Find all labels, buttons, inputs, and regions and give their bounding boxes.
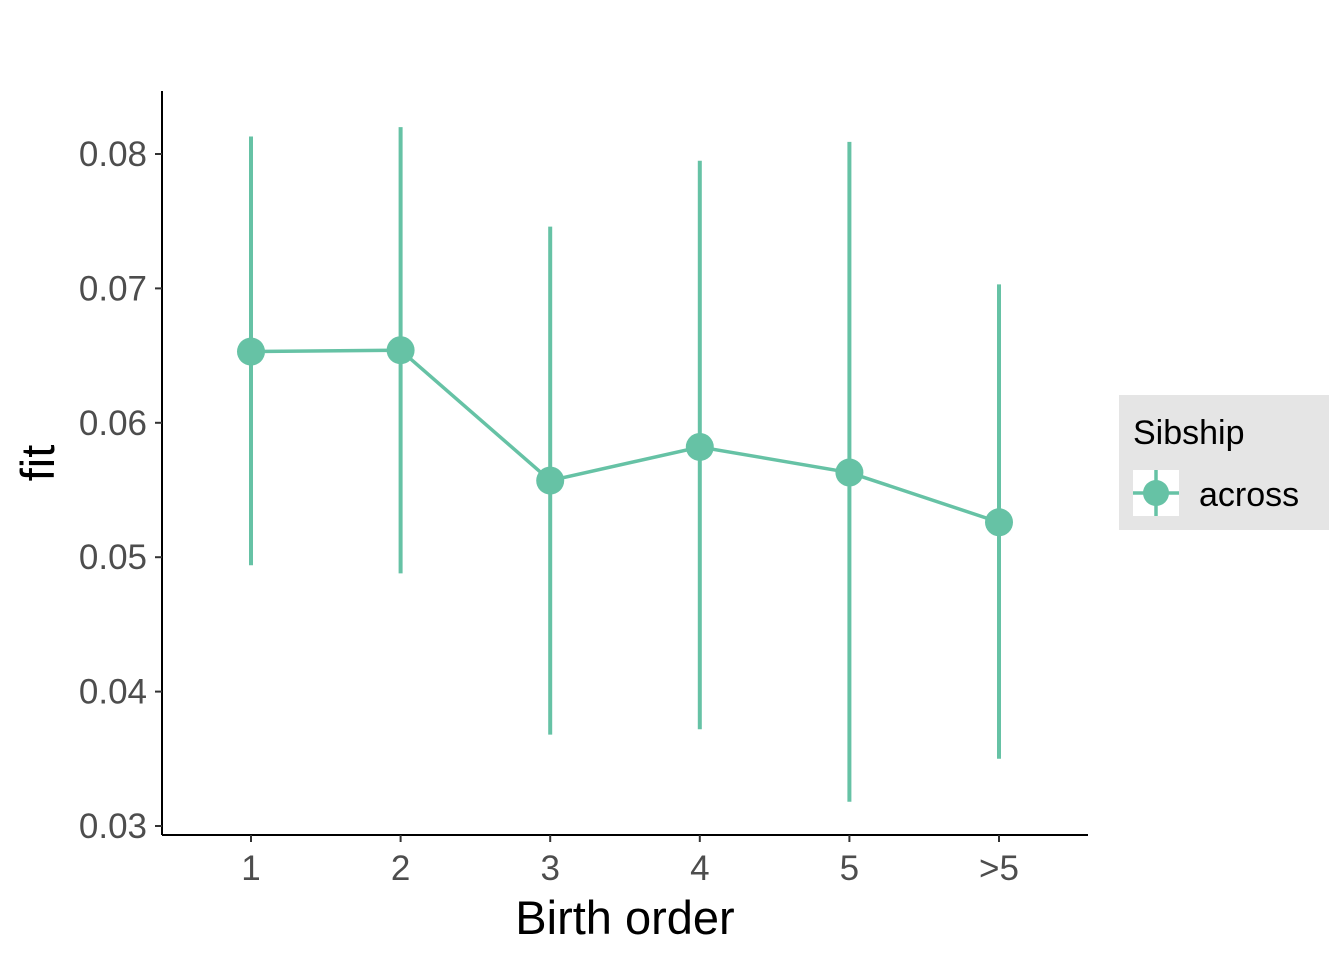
x-tick-label: 2 (391, 849, 410, 888)
x-tick-label: 4 (690, 849, 709, 888)
data-point (386, 336, 415, 365)
x-tick-label: 3 (540, 849, 559, 888)
x-axis-ticks: 1 2 3 4 5 >5 (241, 835, 1019, 888)
legend-key-point (1143, 480, 1169, 506)
x-axis-title: Birth order (515, 891, 734, 944)
data-point (985, 508, 1013, 537)
legend: Sibship across (1119, 395, 1329, 530)
plot-area: 0.03 0.04 0.05 0.06 0.07 0.08 1 2 3 4 5 >5 (79, 91, 1088, 888)
data-point (835, 458, 864, 487)
data-point (237, 337, 265, 366)
series-line-across (250, 348, 1000, 524)
data-point (685, 432, 714, 461)
y-tick-label: 0.08 (79, 135, 147, 174)
y-tick-label: 0.07 (79, 269, 147, 308)
legend-title: Sibship (1133, 414, 1245, 452)
y-tick-label: 0.06 (79, 404, 147, 443)
x-tick-label: 5 (840, 849, 859, 888)
legend-label-across: across (1199, 476, 1299, 514)
y-axis-title: fit (11, 445, 64, 482)
x-tick-label: >5 (979, 849, 1019, 888)
x-tick-label: 1 (241, 849, 260, 888)
y-tick-label: 0.03 (79, 807, 147, 846)
data-point (536, 466, 565, 495)
data-points (237, 336, 1013, 537)
y-tick-label: 0.05 (79, 538, 147, 577)
y-tick-label: 0.04 (79, 673, 147, 712)
y-axis-ticks: 0.03 0.04 0.05 0.06 0.07 0.08 (79, 135, 162, 846)
